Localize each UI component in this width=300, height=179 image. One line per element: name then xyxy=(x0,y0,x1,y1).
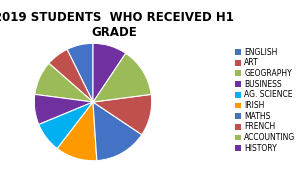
Wedge shape xyxy=(35,63,93,102)
Wedge shape xyxy=(67,43,93,102)
Wedge shape xyxy=(39,102,93,149)
Wedge shape xyxy=(93,43,126,102)
Wedge shape xyxy=(93,94,152,135)
Wedge shape xyxy=(34,94,93,125)
Legend: ENGLISH, ART, GEOGRAPHY, BUSINESS, AG. SCIENCE, IRISH, MATHS, FRENCH, ACCOUNTING: ENGLISH, ART, GEOGRAPHY, BUSINESS, AG. S… xyxy=(234,47,296,154)
Wedge shape xyxy=(93,102,142,161)
Wedge shape xyxy=(93,53,151,102)
Text: 2019 STUDENTS  WHO RECEIVED H1
GRADE: 2019 STUDENTS WHO RECEIVED H1 GRADE xyxy=(0,11,234,39)
Wedge shape xyxy=(57,102,97,161)
Wedge shape xyxy=(49,49,93,102)
